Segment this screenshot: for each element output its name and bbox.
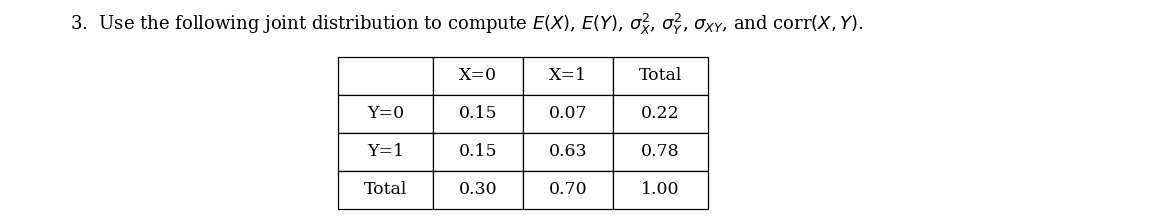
Bar [433, 57, 523, 95]
Text: 0.70: 0.70 [548, 181, 588, 198]
Text: 0.22: 0.22 [641, 105, 680, 122]
Text: Y=1: Y=1 [367, 143, 404, 160]
Bar [613, 57, 708, 95]
Bar [433, 95, 523, 133]
Bar [338, 57, 433, 95]
Bar [523, 57, 613, 95]
Bar [613, 95, 708, 133]
Bar [523, 171, 613, 209]
Bar [433, 133, 523, 171]
Text: 0.15: 0.15 [458, 143, 498, 160]
Text: 0.78: 0.78 [641, 143, 680, 160]
Bar [338, 133, 433, 171]
Text: Total: Total [639, 67, 683, 84]
Bar [523, 95, 613, 133]
Text: 0.30: 0.30 [458, 181, 498, 198]
Text: 0.63: 0.63 [548, 143, 588, 160]
Bar [523, 133, 613, 171]
Bar [338, 171, 433, 209]
Text: 0.15: 0.15 [458, 105, 498, 122]
Text: 0.07: 0.07 [548, 105, 588, 122]
Text: Total: Total [363, 181, 407, 198]
Bar [338, 95, 433, 133]
Text: Y=0: Y=0 [367, 105, 404, 122]
Text: X=1: X=1 [550, 67, 587, 84]
Text: 1.00: 1.00 [641, 181, 680, 198]
Bar [613, 171, 708, 209]
Bar [433, 171, 523, 209]
Bar [613, 133, 708, 171]
Text: 3.  Use the following joint distribution to compute $E(X)$, $E(Y)$, $\sigma_X^2$: 3. Use the following joint distribution … [71, 12, 863, 37]
Text: X=0: X=0 [459, 67, 498, 84]
